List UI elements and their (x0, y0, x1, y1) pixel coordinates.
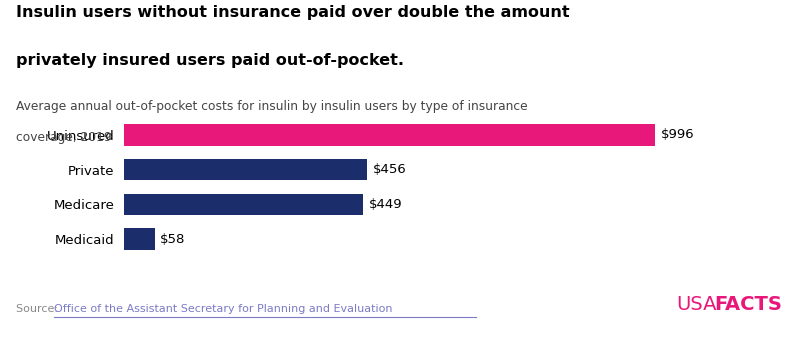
Text: $456: $456 (373, 163, 406, 176)
Text: Insulin users without insurance paid over double the amount: Insulin users without insurance paid ove… (16, 5, 570, 20)
Text: privately insured users paid out-of-pocket.: privately insured users paid out-of-pock… (16, 53, 404, 68)
Text: USA: USA (676, 295, 717, 314)
Text: Office of the Assistant Secretary for Planning and Evaluation: Office of the Assistant Secretary for Pl… (54, 305, 393, 314)
Text: Average annual out-of-pocket costs for insulin by insulin users by type of insur: Average annual out-of-pocket costs for i… (16, 100, 528, 113)
Text: $996: $996 (661, 128, 694, 141)
Text: $58: $58 (160, 233, 186, 246)
Bar (124, 124, 655, 146)
Text: $449: $449 (369, 198, 402, 211)
Text: FACTS: FACTS (714, 295, 782, 314)
Text: Source:: Source: (16, 305, 62, 314)
Bar (124, 193, 363, 215)
Bar (124, 159, 367, 181)
Bar (124, 228, 155, 250)
Text: coverage, 2019: coverage, 2019 (16, 131, 112, 144)
